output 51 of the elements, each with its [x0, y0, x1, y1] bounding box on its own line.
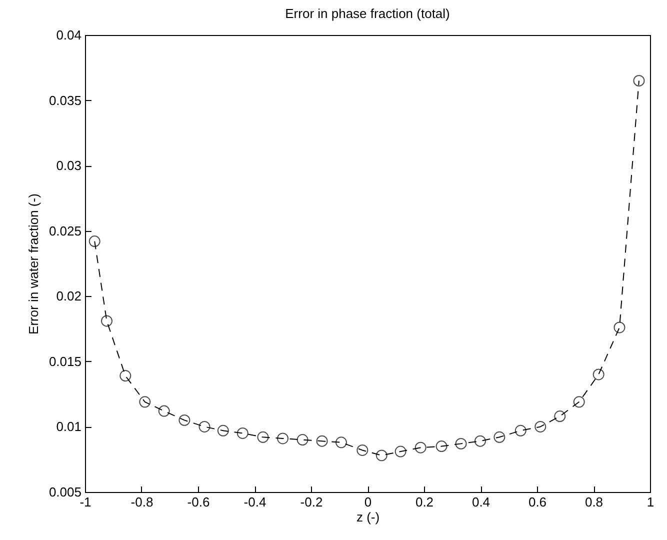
point [335, 436, 347, 448]
point [474, 435, 486, 447]
point [573, 396, 585, 408]
point [236, 428, 248, 439]
point [633, 74, 645, 86]
point [376, 450, 388, 462]
point [101, 315, 112, 327]
point [455, 438, 467, 450]
x-tick-label: 1 [646, 494, 654, 510]
y-tick-label: 0.035 [48, 92, 82, 108]
point [356, 444, 368, 456]
point [198, 420, 210, 432]
x-axis-title: z (-) [356, 510, 380, 524]
point [178, 414, 190, 426]
point [414, 442, 426, 454]
point [436, 440, 448, 452]
point [316, 435, 328, 447]
point [614, 322, 626, 334]
point [534, 420, 546, 432]
y-tick-label: 0.02 [56, 288, 82, 304]
point [514, 424, 526, 436]
point [296, 434, 308, 446]
point [592, 368, 604, 380]
x-tick-label: -0.2 [300, 494, 323, 510]
y-axis-title: Error in water fraction (-) [26, 194, 41, 334]
point [554, 410, 566, 422]
point [158, 405, 170, 417]
point [257, 431, 269, 443]
x-tick-label: -1 [80, 494, 92, 510]
point [217, 424, 229, 436]
y-tick-label: 0.03 [56, 158, 82, 174]
y-tick-label: 0.04 [56, 28, 82, 42]
point [139, 396, 151, 408]
x-tick-label: 0 [364, 494, 372, 510]
x-tick-label: 0.8 [584, 494, 604, 510]
y-tick-label: 0.015 [48, 354, 82, 369]
chart-title: Error in phase fraction (total) [285, 6, 450, 21]
point [494, 431, 506, 443]
point [277, 432, 288, 444]
x-tick-label: -0.6 [187, 494, 210, 510]
y-tick-label: 0.005 [48, 484, 82, 500]
point [120, 370, 132, 382]
point [394, 446, 406, 458]
x-tick-label: 0.6 [528, 494, 547, 510]
x-tick-label: 0.4 [472, 494, 490, 510]
x-tick-label: 0.2 [415, 494, 434, 510]
y-tick-label: 0.01 [56, 419, 82, 434]
x-tick-label: -0.4 [244, 494, 266, 510]
x-tick-label: -0.8 [130, 494, 154, 510]
point [88, 236, 100, 248]
y-tick-label: 0.025 [48, 223, 82, 238]
